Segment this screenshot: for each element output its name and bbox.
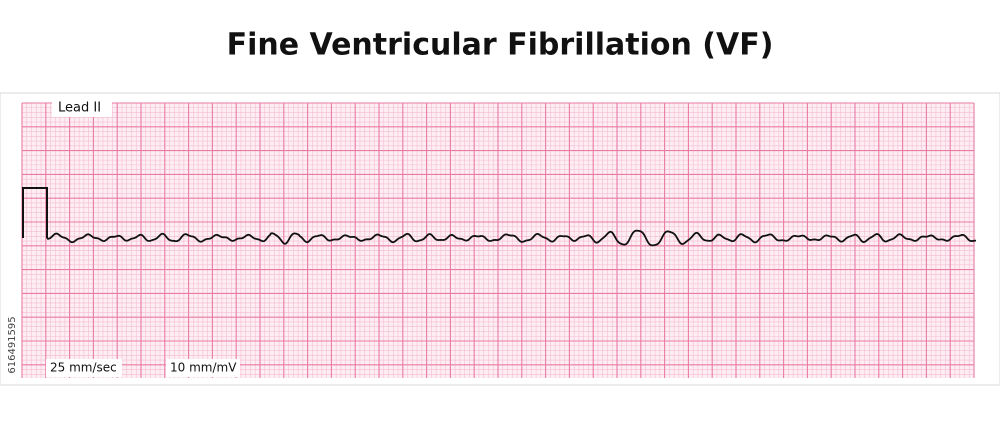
label-bg bbox=[52, 99, 112, 117]
label-bg bbox=[166, 359, 240, 377]
calibration-pulse bbox=[22, 187, 48, 238]
label-bg bbox=[46, 359, 122, 377]
gain-label: 10 mm/mV bbox=[170, 361, 237, 375]
lead-label: Lead II bbox=[58, 101, 101, 116]
image-id: 616491595 bbox=[7, 316, 18, 373]
ecg-trace bbox=[46, 229, 977, 247]
title: Fine Ventricular Fibrillation (VF) bbox=[227, 28, 774, 63]
paper-speed: 25 mm/sec bbox=[50, 361, 117, 375]
